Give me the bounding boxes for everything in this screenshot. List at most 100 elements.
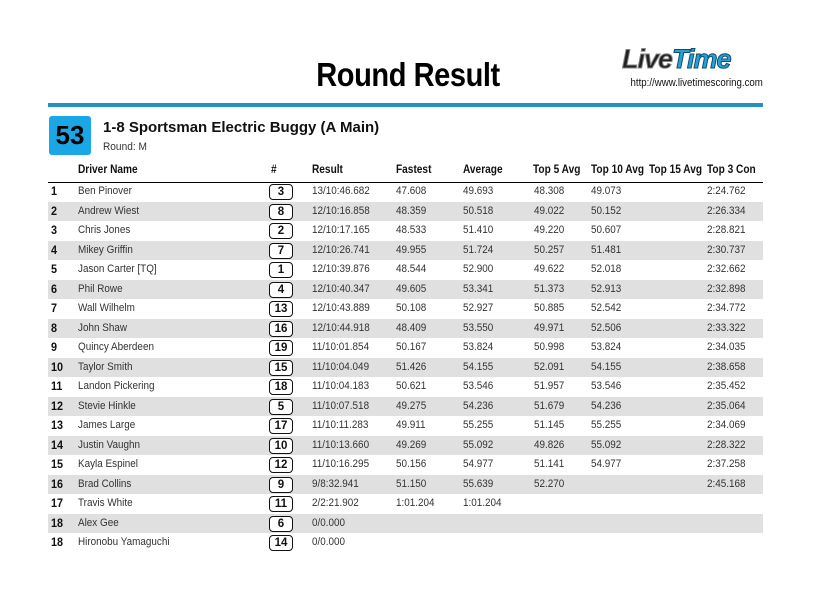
top10-avg: 50.607 xyxy=(591,224,622,236)
car-number: 17 xyxy=(269,418,293,434)
position: 17 xyxy=(51,496,64,510)
top5-avg: 49.971 xyxy=(534,321,565,334)
table-row: 17 Travis White 11 2/2:21.902 1:01.204 1:01.2… xyxy=(48,494,763,514)
top10-avg: 52.018 xyxy=(591,263,622,275)
average-lap: 1:01.204 xyxy=(463,497,502,509)
average-lap: 55.255 xyxy=(463,419,494,431)
top5-avg: 51.957 xyxy=(534,380,565,392)
round-label: Round: M xyxy=(103,141,147,153)
position: 14 xyxy=(51,437,64,452)
average-lap: 53.824 xyxy=(463,341,494,353)
driver-name: Travis White xyxy=(78,497,133,509)
car-number: 2 xyxy=(269,223,293,239)
average-lap: 55.639 xyxy=(463,477,494,490)
result: 12/10:17.165 xyxy=(312,224,370,236)
car-number: 10 xyxy=(269,437,293,454)
average-lap: 54.236 xyxy=(463,399,494,412)
position: 15 xyxy=(51,457,64,471)
top5-avg: 49.826 xyxy=(534,438,565,451)
position: 1 xyxy=(51,184,58,198)
top3-consecutive: 2:34.035 xyxy=(707,341,746,353)
position: 18 xyxy=(51,515,64,530)
fastest-lap: 1:01.204 xyxy=(396,497,435,509)
table-row: 10 Taylor Smith 15 11/10:04.049 51.426 54.155… xyxy=(48,357,763,377)
table-row: 16 Brad Collins 9 9/8:32.941 51.150 55.639 52.… xyxy=(48,474,763,494)
top5-avg: 51.145 xyxy=(534,419,565,431)
top5-avg: 51.141 xyxy=(534,458,565,470)
top10-avg: 49.073 xyxy=(591,185,622,197)
average-lap: 49.693 xyxy=(463,185,494,197)
table-row: 3 Chris Jones 2 12/10:17.165 48.533 51.410 49.… xyxy=(48,221,763,241)
top10-avg: 54.977 xyxy=(591,458,622,470)
top5-avg: 50.885 xyxy=(534,302,565,314)
result: 12/10:44.918 xyxy=(312,321,370,334)
top3-consecutive: 2:35.452 xyxy=(707,380,746,392)
result: 11/10:16.295 xyxy=(312,458,370,470)
col-header-average: Average xyxy=(463,164,503,176)
position: 13 xyxy=(51,418,64,432)
col-header-fastest: Fastest xyxy=(396,164,432,176)
top3-consecutive: 2:32.662 xyxy=(707,263,746,275)
driver-name: Phil Rowe xyxy=(78,282,123,295)
car-number: 5 xyxy=(269,398,293,415)
top10-avg: 52.542 xyxy=(591,302,622,314)
fastest-lap: 49.911 xyxy=(396,419,426,431)
average-lap: 53.546 xyxy=(463,380,494,392)
top5-avg: 52.270 xyxy=(534,477,565,490)
position: 2 xyxy=(51,203,58,218)
result: 12/10:43.889 xyxy=(312,302,370,314)
top10-avg: 54.155 xyxy=(591,360,622,373)
table-row: 7 Wall Wilhelm 13 12/10:43.889 50.108 52.927 5… xyxy=(48,299,763,319)
col-header-top10: Top 10 Avg xyxy=(591,164,645,176)
page-title: Round Result xyxy=(316,56,500,93)
average-lap: 51.410 xyxy=(463,224,494,236)
result: 11/10:04.183 xyxy=(312,380,370,392)
top3-consecutive: 2:38.658 xyxy=(707,360,746,373)
car-number: 13 xyxy=(269,301,293,317)
top10-avg: 52.913 xyxy=(591,282,622,295)
col-header-result: Result xyxy=(312,164,343,176)
table-row: 13 James Large 17 11/10:11.283 49.911 55.255 5… xyxy=(48,416,763,436)
car-number: 15 xyxy=(269,359,293,376)
table-row: 1 Ben Pinover 3 13/10:46.682 47.608 49.693 48.… xyxy=(48,182,763,202)
race-name: 1-8 Sportsman Electric Buggy (A Main) xyxy=(103,119,380,136)
top5-avg: 49.022 xyxy=(534,204,565,217)
top5-avg: 50.257 xyxy=(534,243,565,256)
top10-avg: 50.152 xyxy=(591,204,622,217)
average-lap: 53.341 xyxy=(463,282,494,295)
top5-avg: 49.622 xyxy=(534,263,565,275)
fastest-lap: 50.156 xyxy=(396,458,427,470)
top5-avg: 50.998 xyxy=(534,341,565,353)
fastest-lap: 48.409 xyxy=(396,321,427,334)
result: 2/2:21.902 xyxy=(312,497,359,509)
position: 7 xyxy=(51,301,58,315)
driver-name: Brad Collins xyxy=(78,477,132,490)
top3-consecutive: 2:45.168 xyxy=(707,477,746,490)
top10-avg: 54.236 xyxy=(591,399,622,412)
driver-name: Taylor Smith xyxy=(78,360,133,373)
race-number-badge: 53 xyxy=(49,116,91,155)
table-row: 2 Andrew Wiest 8 12/10:16.858 48.359 50.518 49… xyxy=(48,201,763,221)
top10-avg: 51.481 xyxy=(591,243,622,256)
top3-consecutive: 2:33.322 xyxy=(707,321,746,334)
position: 5 xyxy=(51,262,58,276)
car-number: 12 xyxy=(269,457,293,473)
fastest-lap: 49.275 xyxy=(396,399,427,412)
top3-consecutive: 2:28.322 xyxy=(707,438,746,451)
car-number: 7 xyxy=(269,242,293,259)
fastest-lap: 47.608 xyxy=(396,185,427,197)
header-underline xyxy=(48,182,763,183)
top3-consecutive: 2:30.737 xyxy=(707,243,746,256)
car-number: 14 xyxy=(269,535,293,551)
result: 13/10:46.682 xyxy=(312,185,370,197)
table-row: 14 Justin Vaughn 10 11/10:13.660 49.269 55.09… xyxy=(48,435,763,455)
fastest-lap: 49.269 xyxy=(396,438,427,451)
car-number: 16 xyxy=(269,320,293,337)
driver-name: Justin Vaughn xyxy=(78,438,141,451)
driver-name: Kayla Espinel xyxy=(78,458,138,470)
fastest-lap: 48.533 xyxy=(396,224,427,236)
result: 11/10:07.518 xyxy=(312,399,370,412)
result: 11/10:11.283 xyxy=(312,419,369,431)
table-row: 18 Hironobu Yamaguchi 14 0/0.000 xyxy=(48,533,763,553)
result: 9/8:32.941 xyxy=(312,477,359,490)
